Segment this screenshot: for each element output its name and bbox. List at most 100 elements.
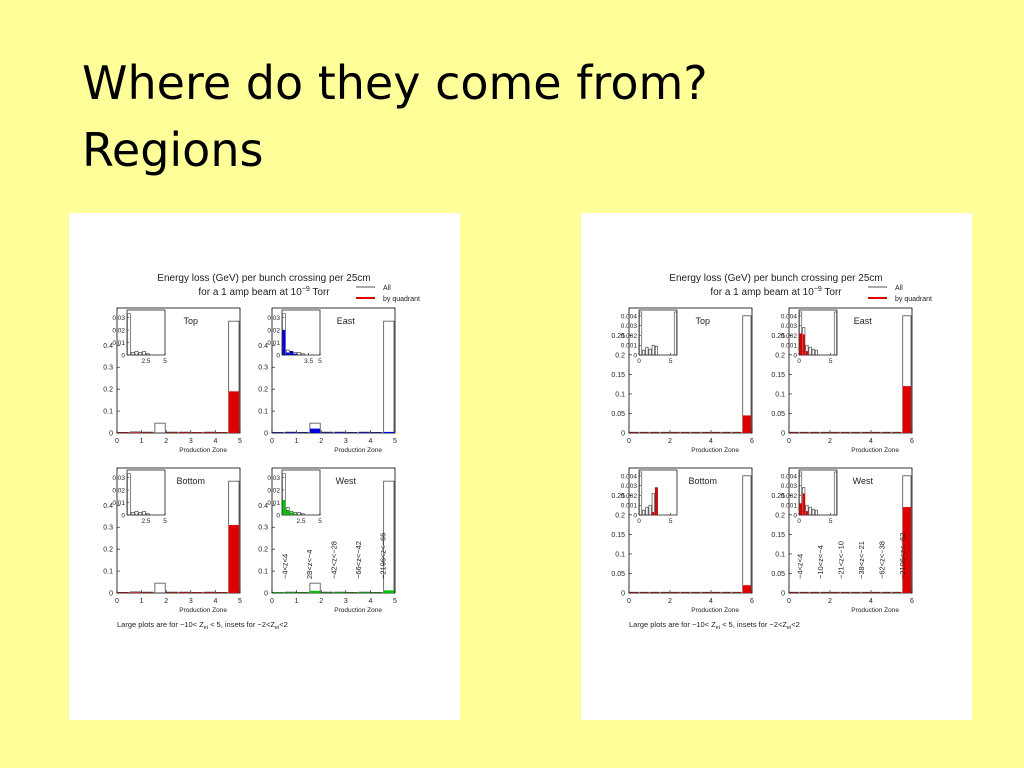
x-tick-label: 4	[869, 598, 873, 605]
inset-bar-quadrant	[290, 351, 293, 355]
legend-label: by quadrant	[383, 296, 420, 303]
inset-y-tick-label: 0.001	[781, 343, 798, 350]
bar-quadrant	[742, 415, 751, 433]
subtitle-exponent: −9	[302, 286, 310, 293]
x-tick-label: 6	[910, 598, 914, 605]
bar-quadrant	[273, 592, 284, 593]
inset-bar-quadrant	[802, 334, 805, 355]
y-tick-label: 0.2	[615, 352, 625, 359]
inset-y-tick-label: 0	[276, 353, 280, 360]
y-tick-label: 0.2	[775, 512, 785, 519]
bar-quadrant	[742, 585, 751, 593]
inset-bar-all	[639, 311, 643, 356]
y-tick-label: 0.25	[611, 493, 625, 500]
y-tick-label: 0.15	[771, 532, 785, 539]
inset-bar-all	[146, 353, 150, 356]
zone-label: −4<z<4	[280, 554, 289, 579]
bar-all	[383, 320, 395, 434]
inset-bar-all	[301, 513, 305, 516]
x-tick-label: 5	[393, 598, 397, 605]
inset-y-tick-label: 0	[633, 513, 637, 520]
y-tick-label: 0.15	[611, 532, 625, 539]
y-tick-label: 0.1	[615, 391, 625, 398]
inset-bar-quadrant	[805, 511, 809, 515]
inset-bar-all	[138, 512, 143, 516]
inset-bar-all	[648, 348, 652, 356]
x-axis-label: Production Zone	[334, 447, 382, 454]
panel-name: Bottom	[177, 476, 206, 486]
inset-bar-all	[808, 506, 812, 516]
bar-quadrant	[334, 592, 345, 593]
bar-all	[742, 475, 752, 594]
inset-y-tick-label: 0.03	[267, 315, 280, 322]
x-axis-label: Production Zone	[334, 607, 382, 614]
inset-y-tick-label: 0.02	[267, 328, 280, 335]
plot-frame	[628, 467, 753, 594]
bar-quadrant	[309, 590, 321, 593]
inset-bar-quadrant	[282, 330, 286, 355]
inset-bar-all	[134, 350, 139, 356]
inset-y-tick-label: 0.004	[621, 473, 638, 480]
x-tick-label: 3	[344, 598, 348, 605]
inset-x-tick-label: 0	[797, 358, 801, 365]
bar-quadrant	[130, 592, 141, 593]
inset-y-tick-label: 0.03	[267, 475, 280, 482]
inset-bar-all	[654, 345, 658, 356]
footnote: Large plots are for −10< Zei < 5, insets…	[117, 620, 288, 631]
bar-quadrant	[228, 391, 239, 433]
x-tick-label: 2	[828, 438, 832, 445]
zone-label: −21<z<−10	[836, 541, 845, 579]
bar-quadrant	[204, 592, 215, 593]
x-tick-label: 2	[319, 438, 323, 445]
y-tick-label: 0	[264, 431, 268, 438]
slide-title: Regions	[82, 123, 264, 177]
y-tick-label: 0.1	[775, 391, 785, 398]
footnote-subscript: ei	[275, 625, 279, 631]
inset-frame	[798, 309, 838, 356]
plot-frame	[116, 467, 241, 594]
inset-y-tick-label: 0	[793, 513, 797, 520]
bar-quadrant	[285, 592, 296, 593]
bar-quadrant	[359, 592, 370, 593]
footnote-text: <2	[279, 620, 288, 629]
y-tick-label: 0.4	[103, 343, 113, 350]
y-tick-label: 0	[621, 431, 625, 438]
x-tick-label: 4	[368, 598, 372, 605]
inset-y-tick-label: 0.002	[621, 333, 638, 340]
inset-y-tick-label: 0.004	[621, 313, 638, 320]
inset-bar-all	[673, 311, 677, 356]
x-tick-label: 0	[270, 438, 274, 445]
inset-y-tick-label: 0	[633, 353, 637, 360]
inset-bar-all	[833, 471, 837, 516]
inset-frame	[281, 469, 321, 516]
bar-quadrant	[228, 525, 239, 593]
inset-bar-all	[127, 473, 131, 516]
inset-bar-quadrant	[290, 512, 293, 515]
x-tick-label: 6	[910, 438, 914, 445]
bar-quadrant	[179, 432, 190, 433]
x-tick-label: 3	[344, 438, 348, 445]
panel-name: East	[337, 316, 356, 326]
inset-y-tick-label: 0.01	[112, 340, 125, 347]
inset-x-tick-label: 5	[318, 358, 322, 365]
footnote-text: < 5, insets for −2<Z	[720, 620, 787, 629]
x-axis-label: Production Zone	[691, 447, 739, 454]
zone-label: −2196<z<−62	[898, 533, 907, 579]
inset-y-tick-label: 0.03	[112, 315, 125, 322]
figure: Energy loss (GeV) per bunch crossing per…	[69, 213, 460, 720]
x-tick-label: 5	[238, 598, 242, 605]
y-tick-label: 0.1	[103, 409, 113, 416]
inset-x-tick-label: 5	[163, 518, 167, 525]
y-tick-label: 0.2	[258, 387, 268, 394]
x-axis-label: Production Zone	[691, 607, 739, 614]
y-tick-label: 0.1	[103, 569, 113, 576]
bar-quadrant	[902, 507, 911, 593]
inset-bar-all	[142, 510, 146, 516]
inset-y-tick-label: 0.02	[112, 328, 125, 335]
inset-bar-all	[297, 352, 301, 356]
bar-all	[154, 422, 166, 434]
inset-y-tick-label: 0.01	[267, 340, 280, 347]
y-tick-label: 0	[109, 431, 113, 438]
bar-all	[154, 582, 166, 594]
